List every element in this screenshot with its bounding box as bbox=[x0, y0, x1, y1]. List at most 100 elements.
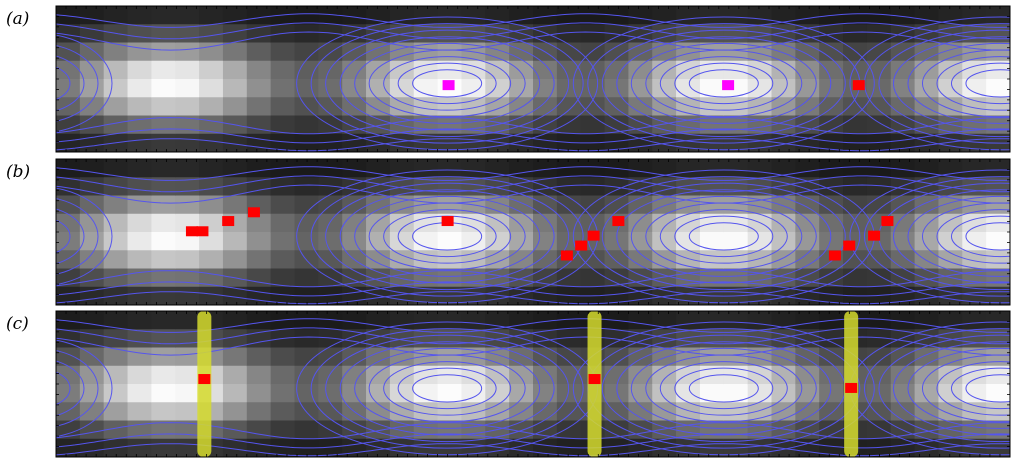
field-pixel bbox=[628, 384, 653, 403]
field-pixel bbox=[318, 42, 343, 62]
field-pixel bbox=[103, 250, 129, 270]
field-pixel bbox=[819, 115, 844, 135]
field-pixel bbox=[461, 365, 486, 385]
field-pixel bbox=[103, 384, 129, 403]
contour-line bbox=[56, 371, 71, 406]
magenta-marker bbox=[442, 80, 455, 91]
field-pixel bbox=[747, 268, 773, 288]
field-pixel bbox=[389, 79, 415, 98]
field-pixel bbox=[437, 384, 463, 403]
field-pixel bbox=[151, 347, 176, 367]
field-pixel bbox=[819, 420, 844, 440]
red-marker bbox=[612, 216, 625, 227]
field-pixel bbox=[580, 60, 606, 80]
field-pixel bbox=[413, 42, 439, 62]
field-pixel bbox=[914, 115, 940, 135]
field-pixel bbox=[533, 177, 558, 197]
field-pixel bbox=[986, 384, 1010, 403]
field-pixel bbox=[294, 60, 319, 80]
field-pixel bbox=[509, 115, 534, 135]
field-pixel bbox=[509, 159, 534, 178]
field-pixel bbox=[747, 420, 773, 440]
field-pixel bbox=[270, 268, 296, 288]
field-pixel bbox=[604, 347, 629, 367]
field-pixel bbox=[175, 42, 200, 62]
contour-line bbox=[674, 62, 774, 105]
field-pixel bbox=[723, 347, 749, 367]
field-pixel bbox=[151, 250, 176, 270]
field-pixel bbox=[652, 347, 677, 367]
field-pixel bbox=[604, 232, 629, 251]
field-pixel bbox=[890, 79, 916, 98]
field-pixel bbox=[246, 286, 272, 305]
field-pixel bbox=[509, 42, 534, 62]
field-pixel bbox=[699, 311, 725, 330]
field-pixel bbox=[151, 232, 176, 251]
field-pixel bbox=[127, 329, 152, 349]
contour-line bbox=[56, 281, 1010, 297]
field-pixel bbox=[413, 6, 439, 25]
field-pixel bbox=[127, 6, 152, 25]
field-pixel bbox=[294, 311, 319, 330]
field-pixel bbox=[723, 250, 749, 270]
field-pixel bbox=[151, 402, 176, 422]
field-pixel bbox=[127, 133, 152, 152]
field-pixel bbox=[485, 347, 510, 367]
field-pixel bbox=[222, 347, 248, 367]
field-pixel bbox=[56, 311, 81, 330]
field-pixel bbox=[866, 97, 892, 117]
field-pixel bbox=[509, 97, 534, 117]
field-pixel bbox=[914, 6, 940, 25]
field-pixel bbox=[652, 159, 677, 178]
field-pixel bbox=[652, 365, 677, 385]
field-pixel bbox=[747, 438, 773, 457]
field-pixel bbox=[795, 159, 820, 178]
field-pixel bbox=[151, 133, 176, 152]
field-pixel bbox=[246, 420, 272, 440]
contour-line bbox=[878, 334, 1010, 443]
red-marker bbox=[881, 216, 894, 227]
field-pixel bbox=[151, 60, 176, 80]
contour-line bbox=[907, 195, 1010, 277]
field-pixel bbox=[366, 347, 391, 367]
red-marker bbox=[828, 250, 841, 261]
field-pixel bbox=[699, 97, 725, 117]
field-pixel bbox=[151, 384, 176, 403]
field-pixel bbox=[318, 347, 343, 367]
field-pixel bbox=[318, 402, 343, 422]
contour-line bbox=[56, 184, 1010, 204]
field-pixel bbox=[580, 159, 606, 178]
field-pixel bbox=[485, 42, 510, 62]
field-pixel bbox=[962, 159, 987, 178]
field-pixel bbox=[962, 438, 987, 457]
field-pixel bbox=[151, 6, 176, 25]
field-pixel bbox=[294, 365, 319, 385]
field-pixel bbox=[79, 177, 105, 197]
field-pixel bbox=[318, 159, 343, 178]
field-pixel bbox=[270, 60, 296, 80]
field-pixel bbox=[723, 384, 749, 403]
field-pixel bbox=[509, 213, 534, 233]
contour-line bbox=[56, 117, 1010, 135]
field-pixel bbox=[175, 97, 200, 117]
field-pixel bbox=[914, 232, 940, 251]
field-pixel bbox=[437, 232, 463, 251]
field-pixel bbox=[604, 97, 629, 117]
field-pixel bbox=[556, 6, 582, 25]
field-pixel bbox=[270, 133, 296, 152]
contour-line bbox=[310, 23, 584, 144]
field-pixel bbox=[127, 384, 152, 403]
contour-line bbox=[892, 189, 1010, 284]
contour-line bbox=[892, 341, 1010, 436]
contour-line bbox=[56, 198, 99, 275]
field-pixel bbox=[556, 115, 582, 135]
field-pixel bbox=[366, 365, 391, 385]
contour-line bbox=[630, 347, 817, 429]
field-pixel bbox=[222, 286, 248, 305]
field-pixel bbox=[533, 250, 558, 270]
field-pixel bbox=[151, 195, 176, 215]
field-pixel bbox=[890, 6, 916, 25]
field-pixel bbox=[103, 420, 129, 440]
field-pixel bbox=[56, 177, 81, 197]
field-pixel bbox=[342, 311, 367, 330]
